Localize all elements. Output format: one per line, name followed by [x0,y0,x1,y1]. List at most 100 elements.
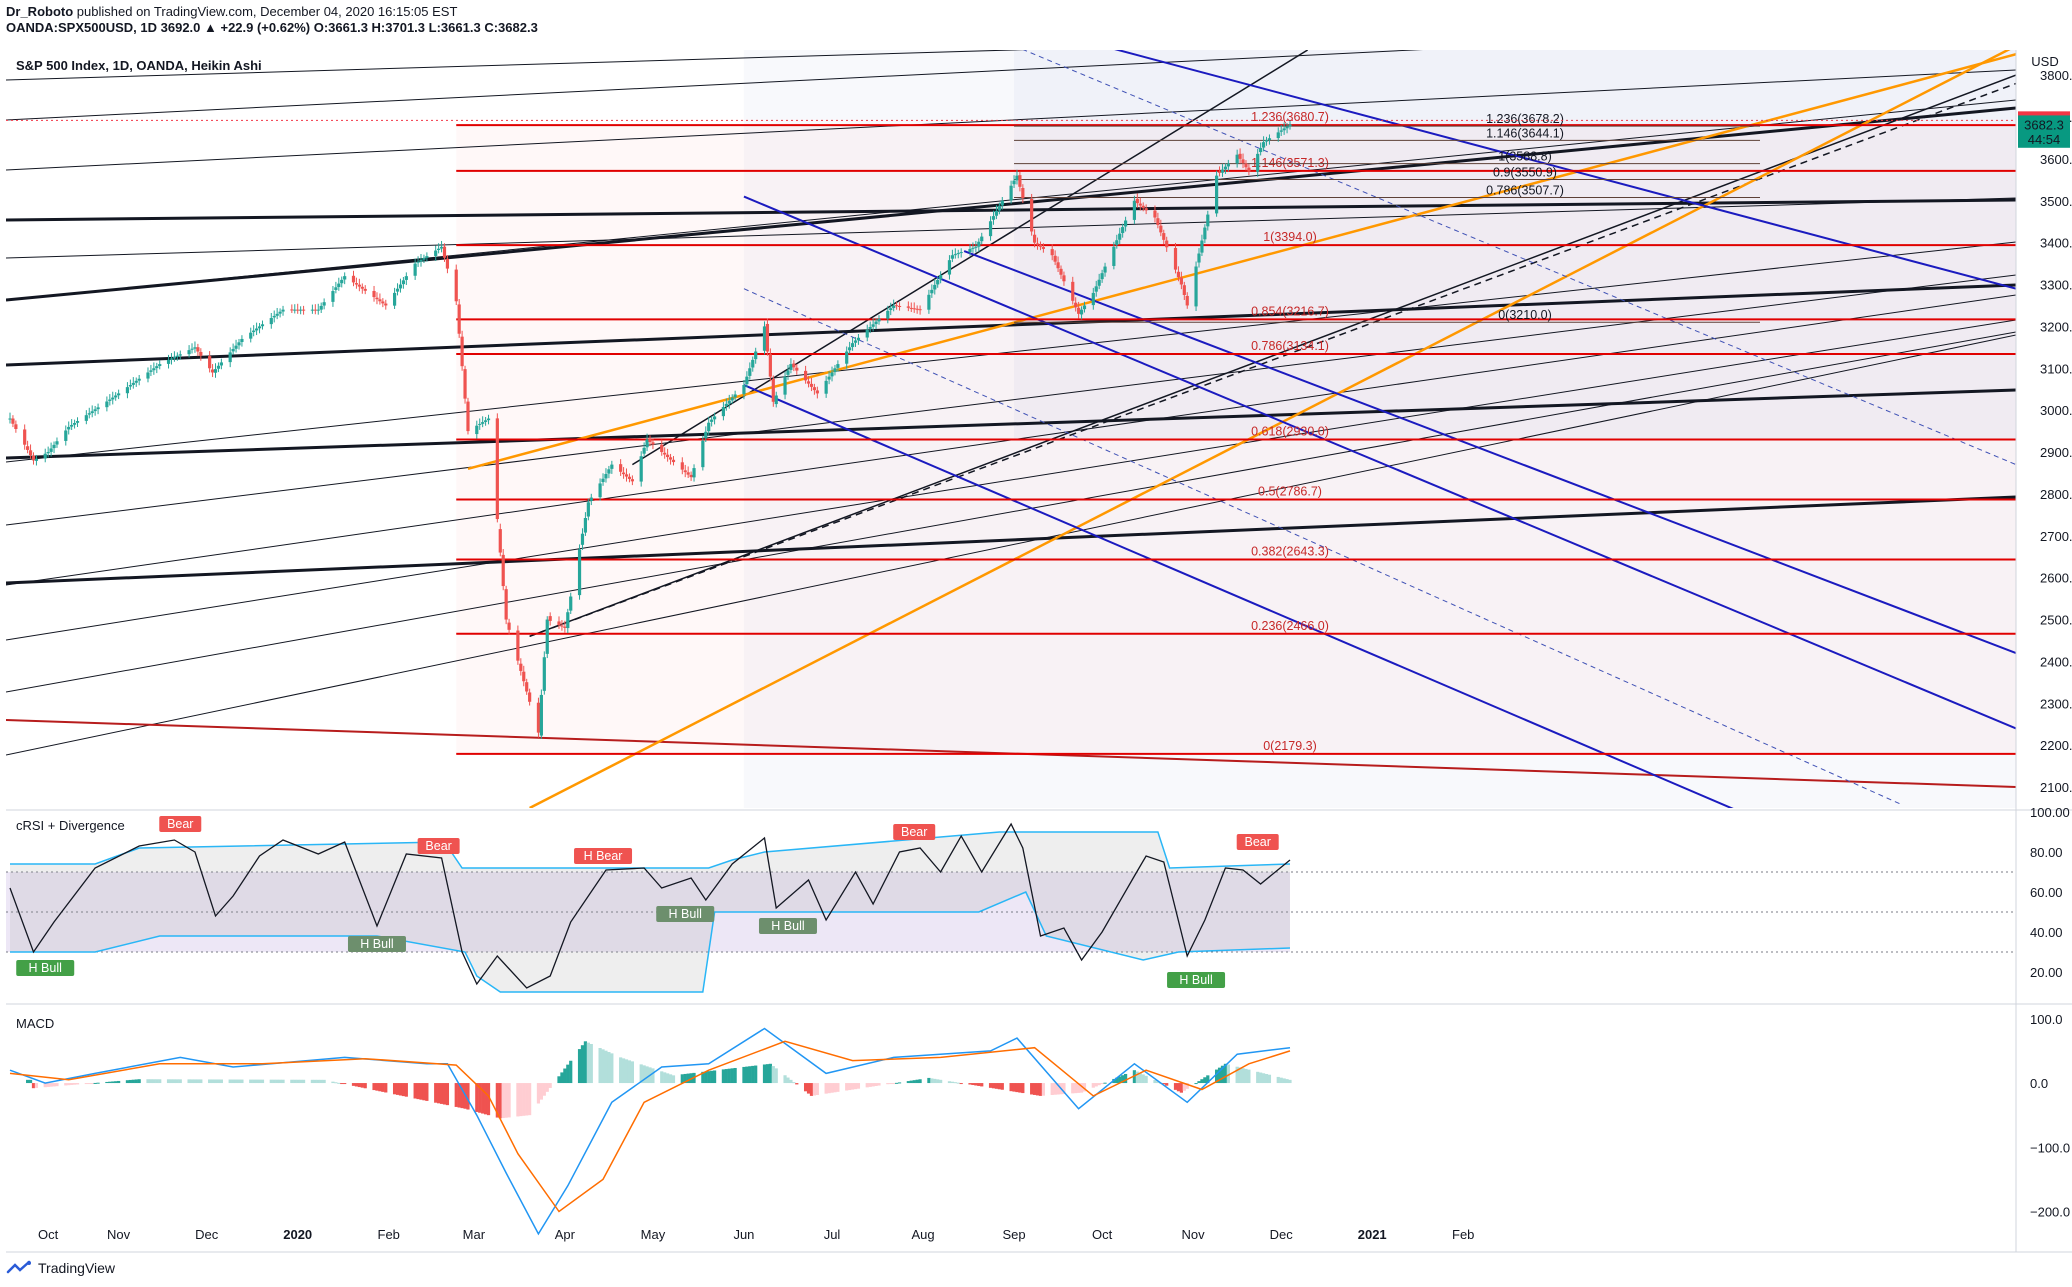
candle-body [727,400,731,404]
author-name[interactable]: Dr_Roboto [6,4,74,19]
histogram-bar [87,1083,91,1085]
candle-body [892,305,896,308]
candle-body [1021,187,1025,198]
histogram-bar [915,1079,919,1084]
x-tick-label: Jun [733,1227,754,1242]
histogram-bar [519,1083,523,1117]
y-tick-label: 2600.0 [2040,571,2072,586]
histogram-bar [1244,1068,1248,1084]
x-tick-label: Apr [555,1227,576,1242]
candle-body [26,446,30,450]
candle-body [1132,200,1137,220]
y-tick-label: 2900.0 [2040,445,2072,460]
histogram-bar [639,1064,643,1084]
histogram-bar [786,1077,790,1084]
histogram-bar [754,1065,758,1084]
candle-body [478,423,482,425]
candle-body [933,284,937,290]
candle-body [856,337,861,341]
candle-body [114,395,118,398]
histogram-bar [1206,1075,1210,1084]
trend-channel-line [6,50,1028,81]
histogram-bar [507,1083,511,1118]
histogram-bar [231,1079,235,1084]
tradingview-logo-icon [6,1260,31,1274]
histogram-bar [560,1072,564,1084]
histogram-bar [542,1083,546,1096]
candle-body [343,276,347,280]
histogram-bar [868,1083,872,1087]
candle-body [384,303,388,306]
candle-body [950,255,954,259]
histogram-bar [392,1083,397,1095]
histogram-bar [319,1079,323,1084]
histogram-bar [501,1083,505,1119]
histogram-bar [545,1083,549,1092]
divergence-label: H Bull [360,937,393,951]
histogram-bar [337,1082,341,1084]
candle-body [786,370,790,375]
histogram-bar [710,1070,714,1084]
histogram-bar [64,1083,68,1086]
candle-body [528,692,532,702]
candle-body [1000,200,1004,206]
histogram-bar [1123,1073,1128,1084]
histogram-bar [395,1083,400,1095]
trend-channel-line [6,331,2016,693]
histogram-bar [956,1082,960,1084]
histogram-bar [340,1083,344,1085]
x-tick-label: Mar [463,1227,486,1242]
histogram-bar [1097,1083,1101,1086]
candle-body [721,407,725,417]
histogram-bar [974,1083,978,1086]
candle-body [724,403,728,407]
y-tick-label: 2100.0 [2040,780,2072,795]
histogram-bar [281,1079,285,1084]
candle-body [710,419,714,422]
histogram-bar [1226,1064,1230,1084]
histogram-bar [663,1072,667,1084]
histogram-bar [31,1083,36,1089]
candle-body [175,355,179,357]
footer-brand[interactable]: TradingView [6,1260,115,1276]
candle-body [707,422,711,432]
fib-level-label: 0(2179.3) [1263,739,1317,753]
histogram-bar [1264,1074,1269,1084]
candle-body [1215,175,1219,214]
candle-body [257,326,262,329]
histogram-bar [601,1049,605,1084]
histogram-bar [290,1079,294,1084]
y-tick-label: 3300.0 [2040,278,2072,293]
histogram-bar [704,1071,708,1084]
candle-body [404,276,408,280]
candle-body [642,447,646,454]
candle-body [216,365,221,369]
candle-body [733,394,737,398]
histogram-bar [216,1079,221,1084]
y-tick-label: 3500.0 [2040,194,2072,209]
candle-body [299,309,303,311]
candle-body [1162,233,1166,240]
candle-body [771,378,775,402]
histogram-bar [187,1079,191,1084]
histogram-bar [604,1050,608,1084]
x-tick-label: Oct [38,1227,59,1242]
candle-body [1091,292,1095,306]
candle-body [583,517,588,533]
histogram-bar [1094,1083,1098,1087]
histogram-bar [783,1075,787,1084]
histogram-bar [1241,1068,1245,1084]
candle-body [1030,198,1034,232]
candle-body [886,310,890,319]
trend-channel-line [6,283,2016,367]
candle-body [566,612,570,629]
ohlc-low: L:3661.3 [428,20,481,35]
candle-body [748,368,752,376]
histogram-bar [701,1071,705,1084]
candle-body [563,626,567,628]
candle-body [1118,233,1122,240]
histogram-bar [481,1083,485,1114]
candle-body [275,313,279,316]
candle-body [278,311,282,314]
